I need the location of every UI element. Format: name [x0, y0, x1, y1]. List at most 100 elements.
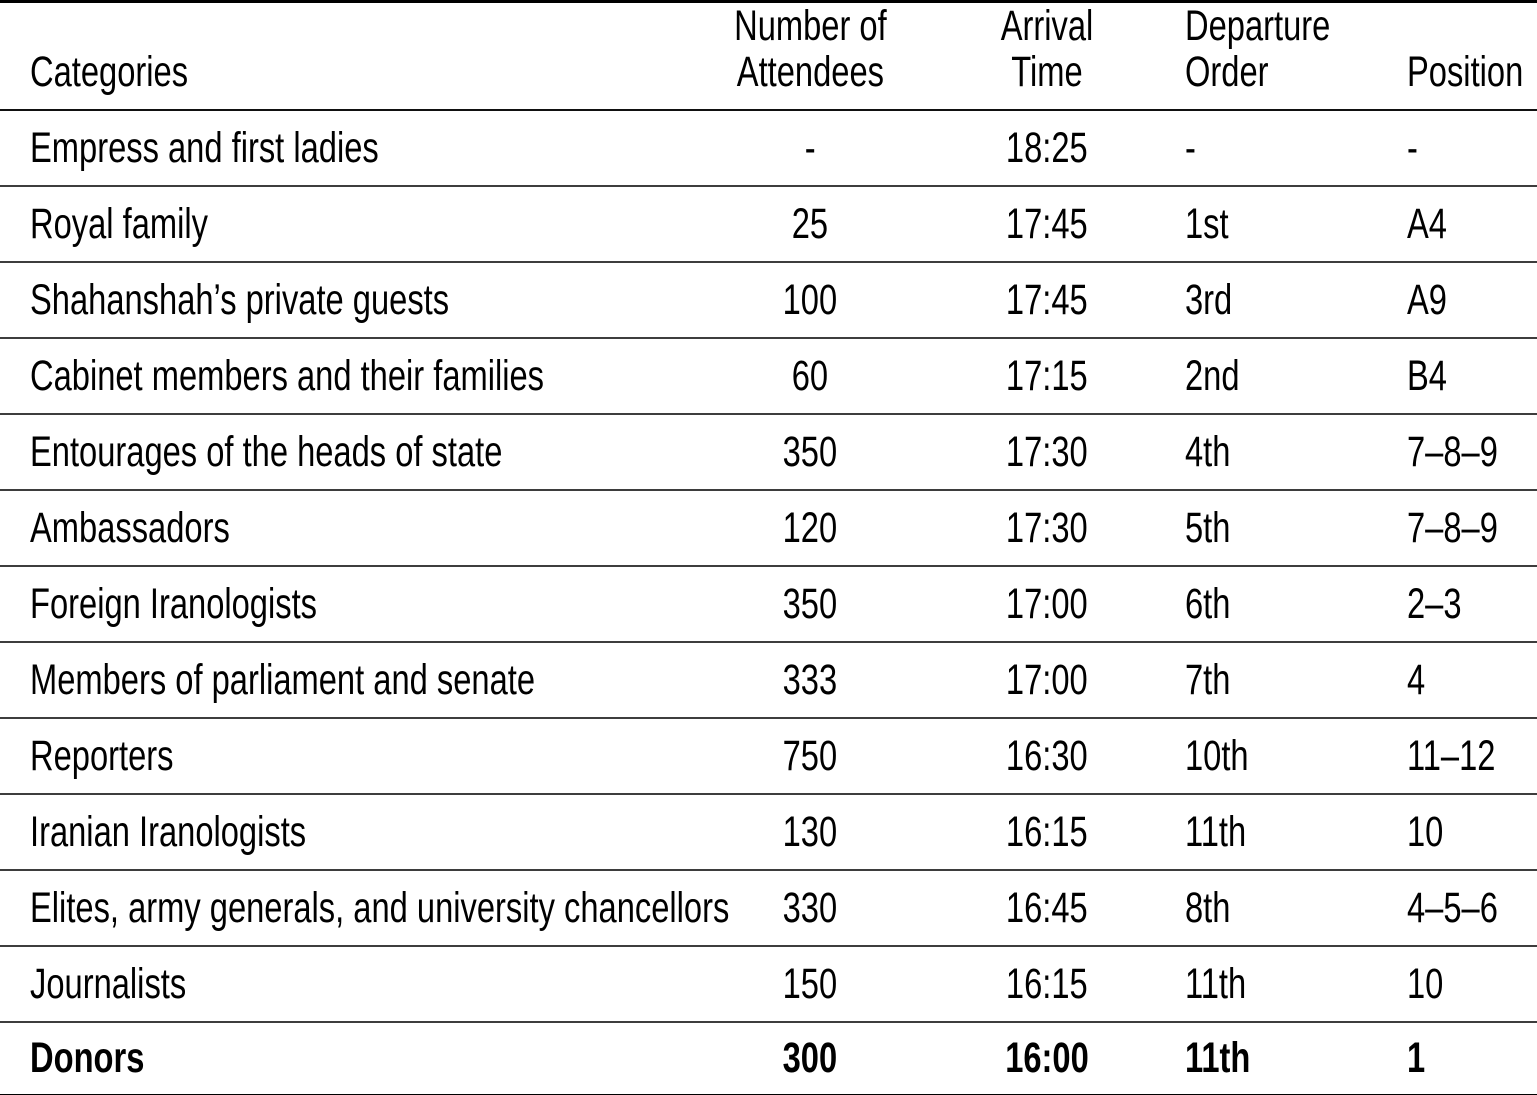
table-row: Cabinet members and their families 60 17…: [0, 338, 1537, 415]
position-value: B4: [1407, 351, 1447, 400]
position-value: 4–5–6: [1407, 883, 1498, 932]
position-cell: 1: [1335, 1022, 1537, 1095]
attendees-cell: 350: [700, 566, 920, 642]
category-value: Journalists: [30, 959, 187, 1008]
position-value: 11–12: [1407, 731, 1496, 780]
arrival-value: 17:00: [1006, 655, 1088, 704]
category-cell: Entourages of the heads of state: [0, 414, 700, 490]
position-cell: 10: [1335, 946, 1537, 1022]
category-cell: Elites, army generals, and university ch…: [0, 870, 729, 946]
position-value: 10: [1407, 807, 1444, 856]
arrival-value: 17:30: [1006, 503, 1088, 552]
category-cell: Foreign Iranologists: [0, 566, 700, 642]
departure-value: 4th: [1185, 427, 1231, 476]
arrival-cell: 16:45: [920, 870, 1150, 946]
category-value: Donors: [30, 1034, 145, 1083]
attendees-value: 750: [782, 731, 838, 780]
position-cell: 10: [1335, 794, 1537, 870]
arrival-cell: 17:30: [920, 490, 1150, 566]
header-position-label: Position: [1407, 48, 1524, 97]
attendees-cell: 130: [700, 794, 920, 870]
arrival-value: 17:45: [1006, 199, 1088, 248]
arrival-value: 16:15: [1006, 959, 1088, 1008]
attendees-value: 60: [791, 351, 829, 400]
departure-cell: 2nd: [1150, 338, 1335, 414]
departure-cell: 1st: [1150, 186, 1335, 262]
table-row: Reporters 750 16:30 10th 11–12: [0, 718, 1537, 795]
attendees-value: 100: [782, 275, 838, 324]
table-row: Entourages of the heads of state 350 17:…: [0, 414, 1537, 491]
attendees-cell: 120: [700, 490, 920, 566]
table-row: Foreign Iranologists 350 17:00 6th 2–3: [0, 566, 1537, 643]
header-arrival-time: Arrival Time: [920, 2, 1150, 111]
arrival-value: 18:25: [1006, 123, 1088, 172]
departure-value: 11th: [1185, 959, 1247, 1008]
departure-cell: 7th: [1150, 642, 1335, 718]
attendees-cell: -: [700, 110, 920, 186]
category-cell: Royal family: [0, 186, 700, 262]
position-value: A4: [1407, 199, 1447, 248]
category-cell: Shahanshah’s private guests: [0, 262, 700, 338]
category-cell: Journalists: [0, 946, 700, 1022]
departure-value: 11th: [1185, 807, 1247, 856]
attendees-cell: 25: [700, 186, 920, 262]
header-departure-order-label: Departure Order: [1185, 2, 1331, 97]
attendees-value: 330: [782, 883, 838, 932]
table-row: Journalists 150 16:15 11th 10: [0, 946, 1537, 1023]
departure-value: 8th: [1185, 883, 1231, 932]
category-cell: Empress and first ladies: [0, 110, 700, 186]
attendees-cell: 750: [700, 718, 920, 794]
position-value: A9: [1407, 275, 1447, 324]
attendees-value: 120: [782, 503, 838, 552]
arrival-value: 17:45: [1006, 275, 1088, 324]
arrival-value: 17:00: [1006, 579, 1088, 628]
arrival-cell: 17:00: [920, 566, 1150, 642]
departure-value: 2nd: [1185, 351, 1240, 400]
header-arrival-time-label: Arrival Time: [1000, 2, 1094, 97]
position-cell: A9: [1335, 262, 1537, 338]
attendees-cell: 330: [700, 870, 920, 946]
header-categories-label: Categories: [30, 48, 189, 97]
table-row: Ambassadors 120 17:30 5th 7–8–9: [0, 490, 1537, 567]
departure-value: 1st: [1185, 199, 1229, 248]
arrival-cell: 16:15: [920, 946, 1150, 1022]
departure-cell: 3rd: [1150, 262, 1335, 338]
departure-cell: 11th: [1150, 946, 1335, 1022]
arrival-value: 16:00: [1005, 1034, 1089, 1083]
arrival-cell: 17:30: [920, 414, 1150, 490]
position-cell: A4: [1335, 186, 1537, 262]
table-row: Members of parliament and senate 333 17:…: [0, 642, 1537, 719]
position-cell: 7–8–9: [1335, 414, 1537, 490]
departure-cell: 5th: [1150, 490, 1335, 566]
arrival-cell: 17:00: [920, 642, 1150, 718]
category-value: Members of parliament and senate: [30, 655, 535, 704]
category-value: Cabinet members and their families: [30, 351, 545, 400]
category-value: Shahanshah’s private guests: [30, 275, 450, 324]
category-value: Reporters: [30, 731, 174, 780]
category-cell: Cabinet members and their families: [0, 338, 700, 414]
position-value: -: [1407, 123, 1418, 172]
arrival-cell: 16:30: [920, 718, 1150, 794]
category-value: Empress and first ladies: [30, 123, 379, 172]
attendees-value: 25: [791, 199, 829, 248]
header-position: Position: [1335, 2, 1537, 111]
arrival-cell: 17:15: [920, 338, 1150, 414]
table-row-donors-total: Donors 300 16:00 11th 1: [0, 1022, 1537, 1095]
position-value: 4: [1407, 655, 1426, 704]
arrival-value: 16:45: [1006, 883, 1088, 932]
arrival-value: 17:30: [1006, 427, 1088, 476]
attendees-cell: 350: [700, 414, 920, 490]
departure-value: 10th: [1185, 731, 1249, 780]
header-number-of-attendees: Number of Attendees: [700, 2, 920, 111]
attendees-cell: 300: [700, 1022, 920, 1095]
attendees-cell: 100: [700, 262, 920, 338]
table-body: Empress and first ladies - 18:25 - - Roy…: [0, 110, 1537, 1095]
position-cell: 11–12: [1335, 718, 1537, 794]
departure-value: 11th: [1185, 1034, 1251, 1083]
attendees-value: 300: [782, 1034, 838, 1083]
arrival-cell: 16:15: [920, 794, 1150, 870]
category-value: Royal family: [30, 199, 208, 248]
table-row: Elites, army generals, and university ch…: [0, 870, 1537, 947]
